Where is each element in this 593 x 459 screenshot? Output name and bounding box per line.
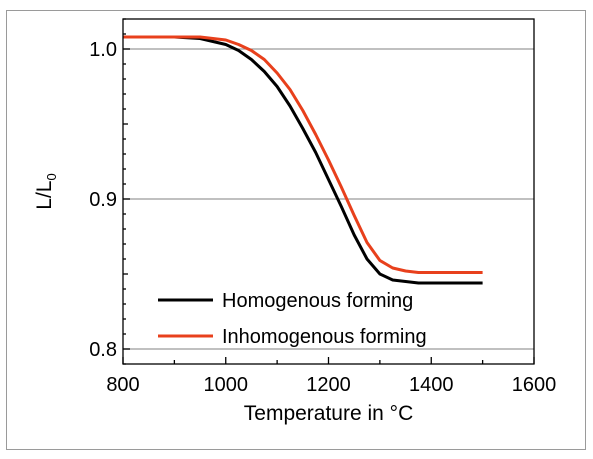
line-chart: 800 1000 1200 1400 1600 0.8 0.9 1.0 Temperature… bbox=[33, 18, 556, 425]
y-tick-label-0: 0.8 bbox=[89, 339, 117, 361]
series-line-0 bbox=[123, 35, 483, 285]
y-tick-label-1: 0.9 bbox=[89, 189, 117, 211]
x-axis-title: Temperature in °C bbox=[244, 402, 413, 425]
legend: Homogenous forming Inhomogenous forming bbox=[158, 290, 427, 348]
x-tick-label-3: 1400 bbox=[409, 374, 454, 396]
x-tick-label-2: 1200 bbox=[306, 374, 351, 396]
y-axis-title-main: L/L bbox=[33, 181, 56, 210]
y-tick-label-2: 1.0 bbox=[89, 39, 117, 61]
y-axis-title: L/L0 bbox=[33, 173, 59, 209]
plot-frame bbox=[122, 18, 535, 365]
x-tick-label-1: 1000 bbox=[204, 374, 249, 396]
svg-text:L/L0: L/L0 bbox=[33, 173, 59, 209]
legend-label-homogenous: Homogenous forming bbox=[222, 290, 413, 312]
x-tick-label-0: 800 bbox=[106, 374, 139, 396]
tick-labels: 800 1000 1200 1400 1600 0.8 0.9 1.0 bbox=[89, 39, 556, 396]
series-lines bbox=[123, 35, 483, 285]
chart-figure: 800 1000 1200 1400 1600 0.8 0.9 1.0 Temperature… bbox=[6, 10, 586, 450]
series-line-1 bbox=[123, 35, 483, 274]
axis-ticks bbox=[122, 18, 535, 365]
x-tick-label-4: 1600 bbox=[512, 374, 557, 396]
grid-lines bbox=[123, 48, 534, 350]
legend-label-inhomogenous: Inhomogenous forming bbox=[222, 326, 427, 348]
y-axis-title-subscript: 0 bbox=[44, 173, 59, 180]
